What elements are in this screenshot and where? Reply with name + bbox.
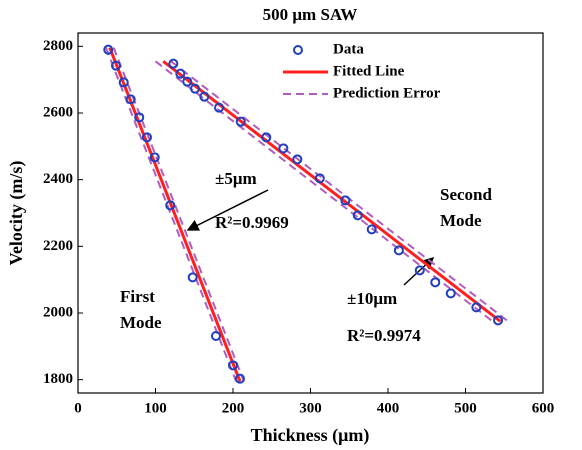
data-point (430, 277, 441, 288)
data-point (261, 132, 272, 143)
data-point (414, 265, 425, 276)
plot-frame (77, 32, 544, 394)
data-point (235, 116, 246, 127)
x-tick-label: 0 (74, 400, 82, 416)
data-point (141, 132, 152, 143)
data-point (292, 154, 303, 165)
x-axis-label: Thickness (μm) (251, 425, 370, 446)
data-point (228, 360, 238, 371)
data-point (471, 302, 482, 313)
y-tick-label: 2600 (43, 104, 73, 120)
data-point (352, 210, 363, 221)
legend-label: Data (333, 41, 364, 57)
data-point (234, 373, 245, 384)
data-point (199, 91, 210, 102)
legend-label: Prediction Error (333, 85, 441, 101)
data-point (210, 331, 221, 341)
data-point (125, 94, 136, 105)
data-point (165, 200, 176, 211)
error-line (170, 60, 509, 323)
data-point (182, 76, 193, 87)
data-point (168, 58, 179, 69)
arrow (186, 189, 269, 231)
annotation: R²=0.9974 (347, 326, 421, 345)
annotation: ±10μm (347, 289, 397, 308)
data-point (110, 60, 121, 71)
x-tick-label: 400 (377, 400, 400, 416)
data-point (278, 143, 289, 154)
data-point (445, 288, 456, 299)
annotation: R²=0.9969 (215, 213, 289, 232)
data-point (493, 315, 504, 326)
data-point (149, 152, 160, 163)
data-point (314, 173, 325, 184)
annotation: Mode (440, 211, 482, 230)
error-line (112, 47, 245, 382)
chart-title: 500 μm SAW (263, 5, 358, 24)
data-point (214, 102, 225, 113)
y-tick-label: 2200 (43, 238, 73, 254)
data-point (190, 83, 201, 94)
y-axis-label: Velocity (m/s) (6, 161, 27, 266)
annotation: Second (440, 185, 493, 204)
y-tick-label: 2800 (43, 38, 73, 54)
data-point (187, 272, 198, 283)
data-point (393, 245, 404, 256)
legend-marker (293, 45, 303, 55)
arrow (403, 256, 435, 286)
data-point (134, 112, 145, 123)
x-tick-label: 200 (222, 400, 245, 416)
annotation: ±5μm (215, 169, 257, 188)
x-tick-label: 600 (532, 400, 555, 416)
legend-label: Fitted Line (333, 63, 405, 79)
annotation: Mode (120, 313, 162, 332)
data-point (366, 224, 377, 235)
x-tick-label: 100 (144, 400, 167, 416)
data-point (175, 68, 186, 79)
y-tick-label: 2400 (43, 171, 73, 187)
y-tick-label: 2000 (43, 304, 73, 320)
data-point (103, 44, 114, 55)
x-tick-label: 300 (299, 400, 322, 416)
data-point (118, 77, 129, 88)
x-tick-label: 500 (454, 400, 477, 416)
error-line (104, 47, 238, 382)
annotation: First (120, 287, 155, 306)
data-point (340, 195, 351, 206)
y-tick-label: 1800 (43, 371, 73, 387)
